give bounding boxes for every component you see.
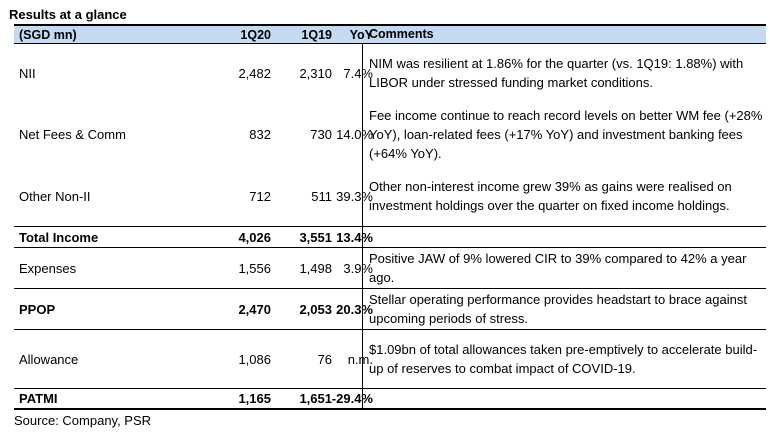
table-row: Expenses 1,556 1,498 3.9% Positive JAW o… (14, 248, 766, 288)
row-1q19: 511 (311, 188, 332, 204)
row-1q19: 1,498 (299, 260, 332, 276)
row-1q19: 1,651 (299, 391, 332, 406)
row-comment: $1.09bn of total allowances taken pre-em… (369, 342, 758, 376)
header-comments: Comments (369, 27, 434, 41)
table-header: (SGD mn) 1Q20 1Q19 YoY Comments (14, 24, 766, 44)
table-row: PATMI 1,165 1,651 -29.4% (14, 388, 766, 410)
row-yoy: n.m. (347, 351, 373, 367)
row-comment: NIM was resilient at 1.86% for the quart… (369, 56, 744, 90)
row-1q19: 3,551 (299, 229, 332, 245)
row-comment: Fee income continue to reach record leve… (369, 107, 763, 161)
row-label: Net Fees & Comm (19, 126, 126, 142)
row-yoy: 39.3% (336, 188, 373, 204)
row-1q20: 2,470 (238, 301, 271, 317)
header-1q20: 1Q20 (240, 27, 271, 42)
row-1q20: 1,165 (238, 391, 271, 406)
table-row: Total Income 4,026 3,551 13.4% (14, 226, 766, 248)
row-1q20: 832 (249, 126, 271, 142)
row-label: NII (19, 65, 36, 81)
row-label: PATMI (19, 391, 58, 406)
row-1q20: 2,482 (238, 65, 271, 81)
row-comment (369, 227, 765, 247)
row-1q19: 2,053 (299, 301, 332, 317)
row-1q19: 2,310 (299, 65, 332, 81)
row-comment: Positive JAW of 9% lowered CIR to 39% co… (369, 251, 747, 285)
row-yoy: 13.4% (336, 229, 373, 245)
row-1q20: 1,086 (238, 351, 271, 367)
table-title: Results at a glance (9, 7, 127, 22)
table-row: Other Non-II 712 511 39.3% Other non-int… (14, 166, 766, 226)
row-yoy: 20.3% (336, 301, 373, 317)
row-label: Expenses (19, 260, 77, 276)
table-row: PPOP 2,470 2,053 20.3% Stellar operating… (14, 288, 766, 330)
row-yoy: 3.9% (343, 260, 373, 276)
header-label: (SGD mn) (19, 27, 77, 42)
row-yoy: 14.0% (336, 126, 373, 142)
row-label: PPOP (19, 301, 56, 317)
row-1q20: 1,556 (238, 260, 271, 276)
row-label: Allowance (19, 351, 79, 367)
row-yoy: -29.4% (331, 391, 373, 406)
row-label: Other Non-II (19, 188, 91, 204)
row-1q20: 712 (249, 188, 271, 204)
row-1q19: 76 (317, 351, 332, 367)
header-yoy: YoY (349, 27, 373, 42)
row-label: Total Income (19, 229, 99, 245)
table-row: NII 2,482 2,310 7.4% NIM was resilient a… (14, 44, 766, 102)
row-yoy: 7.4% (343, 65, 373, 81)
table-row: Net Fees & Comm 832 730 14.0% Fee income… (14, 102, 766, 166)
row-comment: Stellar operating performance provides h… (369, 292, 747, 326)
row-comment (369, 389, 765, 408)
header-1q19: 1Q19 (301, 27, 332, 42)
source-note: Source: Company, PSR (14, 413, 152, 428)
table-row: Allowance 1,086 76 n.m. $1.09bn of total… (14, 330, 766, 388)
row-comment: Other non-interest income grew 39% as ga… (369, 179, 732, 213)
row-1q19: 730 (310, 126, 332, 142)
row-1q20: 4,026 (238, 229, 271, 245)
